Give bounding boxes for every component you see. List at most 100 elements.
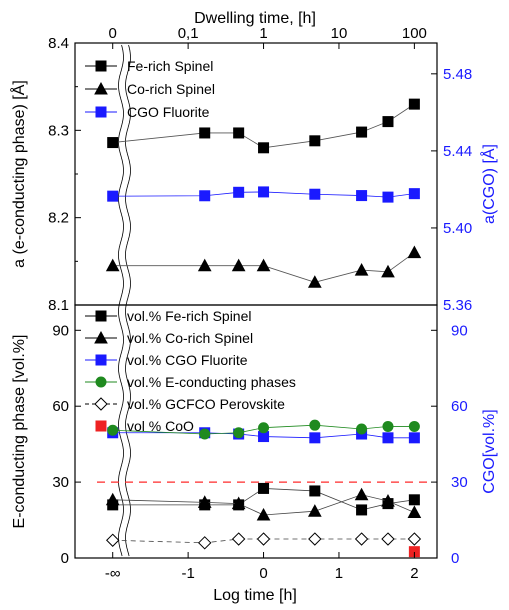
bottom-legend-label: vol.% Co-rich Spinel [127,330,253,346]
bottom-legend-marker [95,376,107,388]
bottom-data-point [198,536,212,550]
top-data-point [231,258,246,272]
top-left-tick-label: 8.1 [48,297,69,314]
bottom-legend-marker [95,310,107,322]
top-x-axis-title: Dwelling time, [h] [194,10,316,27]
top-legend-marker [95,106,107,118]
bottom-data-point [258,482,270,494]
top-x-tick-label: 10 [331,25,348,42]
top-data-point [233,127,245,139]
top-data-point [107,137,119,149]
bottom-data-point [105,492,120,506]
bottom-panel-frame [74,304,438,559]
bottom-legend-label: vol % CoO [127,418,194,434]
bottom-data-point [408,494,420,506]
bottom-data-point [256,532,271,546]
top-data-point [307,275,322,288]
bottom-legend-label: vol.% Fe-rich Spinel [127,308,252,324]
top-data-point [382,116,394,128]
top-data-point [199,127,211,139]
top-data-point [197,258,212,272]
bottom-left-axis-title: E-conducting phase [vol.%] [11,335,28,529]
bottom-x-tick-label: 0 [259,565,267,582]
bottom-data-point [356,504,368,516]
bottom-data-point [381,494,395,507]
bottom-series-line-1 [112,494,415,516]
bottom-legend-label: vol.% E-conducting phases [127,374,296,390]
top-data-point [105,258,120,272]
top-legend-marker [94,81,108,95]
top-data-point [199,190,211,202]
bottom-data-point [354,487,369,501]
bottom-right-tick-label: 0 [451,550,459,567]
bottom-data-point [309,485,321,497]
top-left-tick-label: 8.4 [48,35,69,52]
bottom-legend-marker [95,420,107,432]
top-x-tick-label: 0,1 [178,25,199,42]
bottom-data-point [407,532,422,546]
bottom-x-tick-label: -1 [181,565,194,582]
top-legend-marker [95,60,107,72]
top-legend-label: Co-rich Spinel [127,81,215,97]
bottom-data-point [231,532,246,546]
axis-break-line-2 [125,44,131,557]
bottom-right-tick-label: 60 [451,398,468,415]
bottom-data-point [382,420,394,432]
top-series-line-1 [112,252,415,283]
bottom-right-tick-label: 90 [451,322,468,339]
top-x-tick-label: 1 [259,25,267,42]
top-data-point [309,135,321,147]
bottom-legend-marker [95,354,107,366]
bottom-data-point [106,533,120,547]
top-right-tick-label: 5.48 [443,66,472,83]
bottom-data-point [408,432,420,444]
bottom-data-point [107,424,119,436]
bottom-data-point [307,504,322,517]
top-left-tick-label: 8.3 [48,122,69,139]
top-right-axis-title: a(CGO) [Å] [479,144,498,224]
bottom-legend-marker [94,330,108,344]
bottom-data-point [309,419,321,431]
bottom-left-tick-label: 0 [61,550,69,567]
top-data-point [356,126,368,138]
top-data-point [408,188,420,200]
top-data-point [407,245,422,259]
top-data-point [408,98,420,110]
bottom-data-point [258,422,270,434]
bottom-data-point [231,496,246,510]
top-data-point [258,186,270,198]
top-right-tick-label: 5.40 [443,220,472,237]
bottom-data-point [382,432,394,444]
bottom-left-tick-label: 30 [52,474,69,491]
bottom-x-tick-label: -∞ [105,565,121,582]
top-data-point [256,258,271,272]
bottom-data-point [356,423,368,435]
top-right-tick-label: 5.36 [443,297,472,314]
bottom-legend-label: vol.% CGO Fluorite [127,352,248,368]
top-data-point [356,190,368,202]
bottom-data-point [197,495,212,508]
top-data-point [382,191,394,203]
bottom-right-tick-label: 30 [451,474,468,491]
bottom-data-point [256,507,271,521]
bottom-left-tick-label: 90 [52,322,69,339]
top-legend-label: CGO Fluorite [127,104,210,120]
bottom-data-point [233,427,245,439]
bottom-data-point [354,532,369,546]
bottom-x-axis-title: Log time [h] [213,587,297,604]
top-data-point [354,263,369,276]
top-data-point [309,188,321,200]
bottom-left-tick-label: 60 [52,398,69,415]
top-legend-label: Fe-rich Spinel [127,58,213,74]
bottom-data-point [408,420,420,432]
axis-break-line-1 [118,44,124,557]
bottom-right-axis-title: CGO[vol.%] [481,409,498,493]
bottom-legend-label: vol.% GCFCO Perovskite [127,396,285,412]
top-left-tick-label: 8.2 [48,210,69,227]
bottom-data-point [407,505,422,518]
top-x-tick-label: 0 [109,25,117,42]
bottom-x-tick-label: 2 [410,565,418,582]
top-x-tick-label: 100 [402,25,427,42]
top-left-axis-title: a (e-conducting phase) [Å] [9,80,28,268]
bottom-data-point [199,428,211,440]
